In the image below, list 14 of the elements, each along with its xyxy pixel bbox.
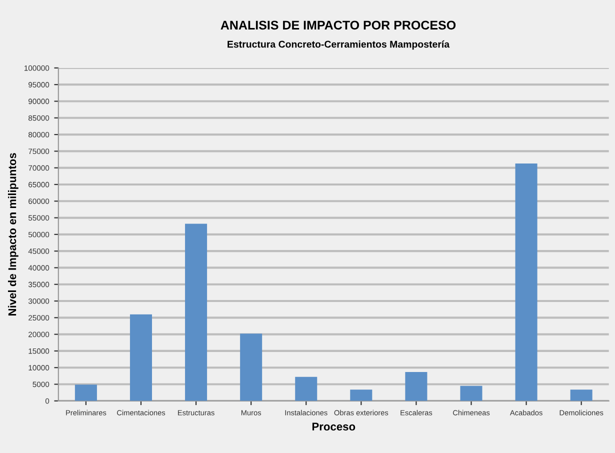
x-axis-title: Proceso xyxy=(312,422,356,431)
bar xyxy=(295,376,318,401)
bar xyxy=(74,384,97,401)
bar xyxy=(350,390,372,401)
bar xyxy=(460,386,482,401)
chart-subtitle: Estructura Concreto-Cerramientos Mampostería xyxy=(228,40,450,50)
bar xyxy=(130,314,152,401)
y-axis-title: Nivel de Impacto en milipuntos xyxy=(8,153,18,316)
bar xyxy=(570,390,592,401)
bar xyxy=(515,164,538,401)
chart-title: ANALISIS DE IMPACTO POR PROCESO xyxy=(220,20,456,30)
bar xyxy=(240,334,262,401)
bar xyxy=(185,224,208,401)
bar xyxy=(405,372,428,401)
